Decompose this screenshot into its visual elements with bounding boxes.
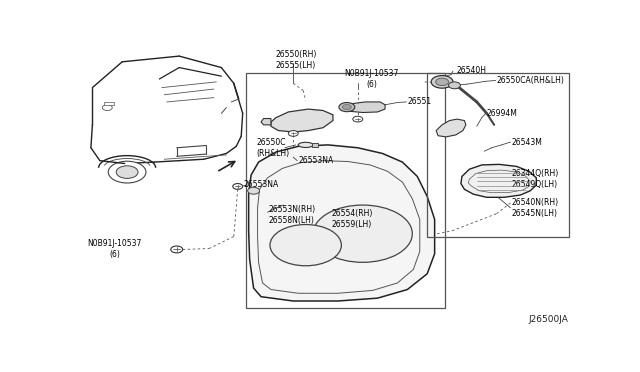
Text: 26550(RH)
26555(LH): 26550(RH) 26555(LH) bbox=[275, 50, 316, 70]
Polygon shape bbox=[271, 109, 333, 132]
Circle shape bbox=[342, 105, 351, 110]
Circle shape bbox=[449, 82, 460, 89]
Circle shape bbox=[102, 105, 112, 110]
Circle shape bbox=[116, 166, 138, 179]
Polygon shape bbox=[436, 119, 466, 137]
Circle shape bbox=[353, 116, 363, 122]
Circle shape bbox=[171, 246, 182, 253]
Polygon shape bbox=[348, 102, 385, 112]
Text: 26344Q(RH)
26549Q(LH): 26344Q(RH) 26549Q(LH) bbox=[511, 169, 559, 189]
Circle shape bbox=[339, 103, 355, 112]
Circle shape bbox=[431, 76, 453, 88]
Ellipse shape bbox=[298, 142, 313, 147]
Text: 26553N(RH)
26558N(LH): 26553N(RH) 26558N(LH) bbox=[269, 205, 316, 225]
Text: N0B91J-10537
(6): N0B91J-10537 (6) bbox=[88, 240, 142, 260]
Text: 26553NA: 26553NA bbox=[298, 156, 333, 165]
Circle shape bbox=[313, 205, 412, 262]
Circle shape bbox=[436, 78, 449, 86]
Circle shape bbox=[248, 187, 260, 194]
Bar bbox=[246, 73, 445, 308]
Text: 26554(RH)
26559(LH): 26554(RH) 26559(LH) bbox=[332, 209, 373, 230]
Polygon shape bbox=[261, 119, 271, 125]
Text: J26500JA: J26500JA bbox=[529, 315, 568, 324]
Text: 26550CA(RH&LH): 26550CA(RH&LH) bbox=[497, 76, 564, 85]
Polygon shape bbox=[461, 164, 536, 197]
Circle shape bbox=[233, 183, 243, 189]
Bar bbox=[104, 102, 114, 105]
Text: 26543M: 26543M bbox=[511, 138, 542, 147]
Bar bbox=[312, 143, 318, 147]
Text: 26540H: 26540H bbox=[457, 66, 487, 75]
Text: 26994M: 26994M bbox=[486, 109, 518, 118]
Circle shape bbox=[288, 131, 298, 136]
Text: 26540N(RH)
26545N(LH): 26540N(RH) 26545N(LH) bbox=[511, 198, 559, 218]
Polygon shape bbox=[249, 145, 435, 301]
Text: N0B91J-10537
(6): N0B91J-10537 (6) bbox=[344, 69, 399, 89]
Text: 26551: 26551 bbox=[408, 97, 431, 106]
Text: 26553NA: 26553NA bbox=[244, 180, 279, 189]
Text: 26550C
(RH&LH): 26550C (RH&LH) bbox=[256, 138, 289, 158]
Circle shape bbox=[270, 225, 341, 266]
Bar bbox=[428, 73, 568, 237]
Circle shape bbox=[108, 161, 146, 183]
